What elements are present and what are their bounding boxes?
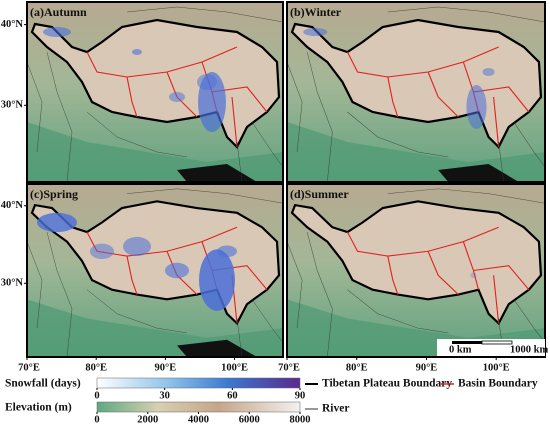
map-panel: (b)Winter	[286, 1, 546, 183]
lon-label: 90°E	[155, 362, 177, 373]
colorbar-title: Elevation (m)	[5, 402, 72, 414]
lon-label: 70°E	[278, 362, 300, 373]
snow-area	[43, 27, 71, 37]
snow-area	[132, 49, 142, 55]
snow-area	[169, 92, 185, 102]
lat-label: 30°N	[1, 278, 24, 289]
lon-label: 90°E	[416, 362, 438, 373]
map-base	[27, 184, 283, 357]
lon-label: 100°E	[483, 362, 510, 373]
snow-area	[217, 245, 237, 258]
map-panel: (a)Autumn	[26, 1, 284, 183]
colorbar-tick-label: 8000	[290, 414, 311, 425]
colorbar-tick-label: 0	[94, 390, 99, 401]
snow-area	[197, 74, 217, 90]
colorbar	[96, 401, 301, 413]
colorbar-tick-label: 90	[295, 390, 306, 401]
colorbar	[96, 377, 301, 389]
colorbar-tick-label: 30	[159, 390, 170, 401]
colorbar-tick-label: 4000	[188, 414, 209, 425]
panel-title: (d)Summer	[290, 187, 349, 201]
snow-area	[123, 236, 151, 257]
legend-label: Basin Boundary	[458, 378, 538, 390]
lat-label: 40°N	[1, 200, 24, 211]
snow-area	[482, 68, 495, 76]
panel-title: (a)Autumn	[30, 5, 87, 19]
scale-bar	[481, 340, 513, 345]
colorbar-tick-label: 6000	[239, 414, 260, 425]
snow-area	[470, 272, 477, 279]
panel-frame	[286, 1, 546, 183]
lon-label: 80°E	[85, 362, 107, 373]
map-base	[287, 2, 545, 182]
lon-label: 70°E	[18, 362, 40, 373]
map-panel: (c)Spring	[26, 183, 284, 358]
colorbar-title: Snowfall (days)	[5, 378, 81, 390]
legend-label: River	[322, 403, 349, 415]
panel-frame	[26, 183, 284, 358]
snow-area	[466, 85, 487, 129]
snow-area	[303, 28, 328, 36]
scale-label: 0 km	[449, 344, 472, 355]
panel-frame	[286, 183, 546, 358]
lon-label: 100°E	[221, 362, 248, 373]
panel-title: (c)Spring	[30, 187, 78, 201]
map-panel: (d)Summer	[286, 183, 546, 358]
scale-label: 1000 km	[510, 344, 548, 355]
map-base	[287, 184, 545, 357]
snow-area	[199, 249, 235, 311]
scale-bar	[452, 341, 482, 344]
lat-label: 40°N	[1, 19, 24, 30]
lon-label: 80°E	[346, 362, 368, 373]
colorbar-tick-label: 0	[94, 414, 99, 425]
colorbar-tick-label: 2000	[137, 414, 158, 425]
panel-title: (b)Winter	[290, 5, 342, 19]
panel-frame	[26, 1, 284, 183]
lat-label: 30°N	[1, 100, 24, 111]
snow-area	[165, 262, 189, 279]
snow-area	[37, 212, 77, 233]
colorbar-tick-label: 60	[227, 390, 238, 401]
legend-label: Tibetan Plateau Boundary	[322, 378, 452, 390]
snow-area	[90, 243, 114, 259]
